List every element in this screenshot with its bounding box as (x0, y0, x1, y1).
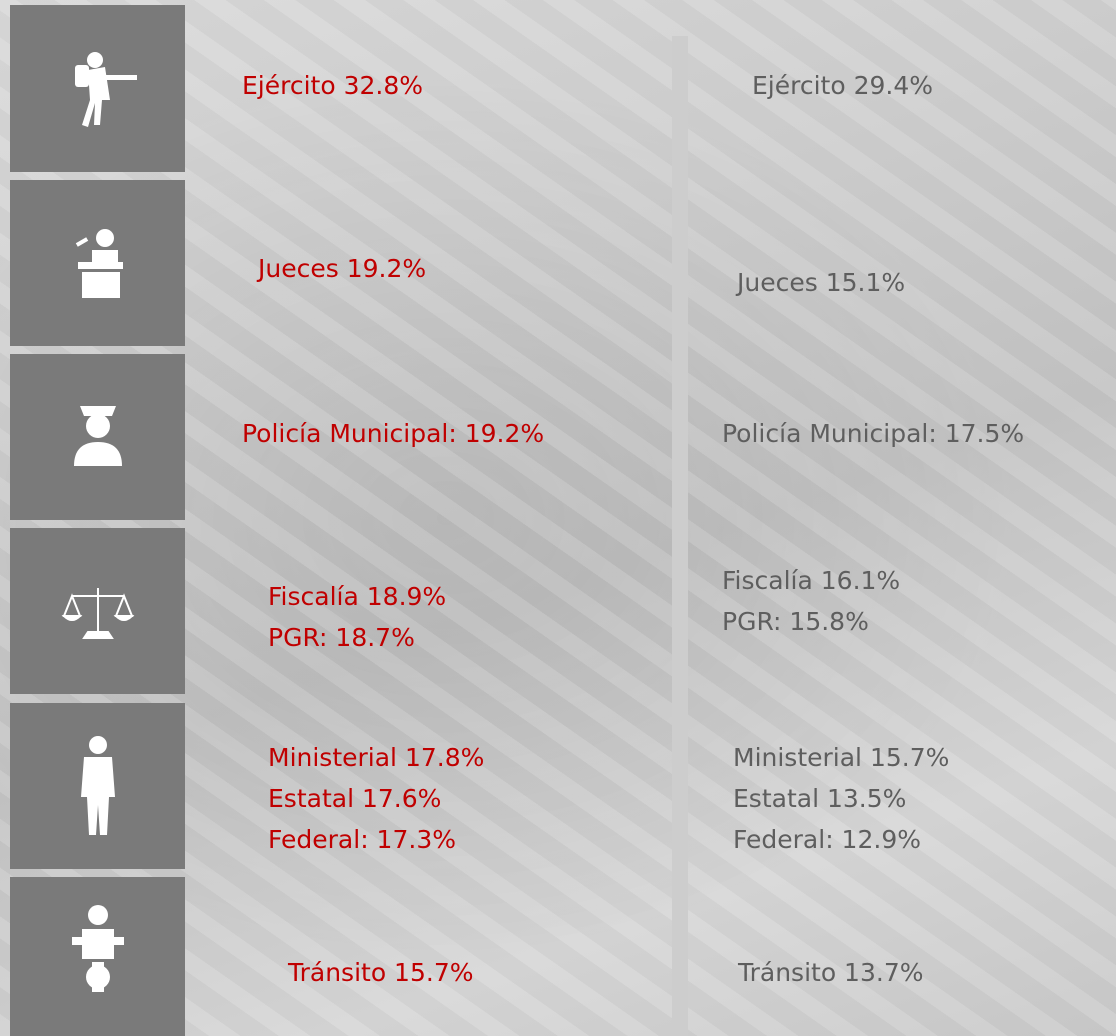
stat-text: Estatal 13.5% (733, 778, 949, 819)
left-block: Policía Municipal: 19.2% (242, 413, 544, 454)
soldier-icon (10, 5, 185, 172)
left-block: Jueces 19.2% (258, 248, 426, 289)
stat-text: Tránsito 15.7% (288, 952, 473, 993)
icon-graphic (10, 354, 185, 520)
stat-text: PGR: 18.7% (268, 617, 446, 658)
stat-text: Fiscalía 18.9% (268, 576, 446, 617)
stat-text: Ministerial 15.7% (733, 737, 949, 778)
stat-text: Federal: 12.9% (733, 819, 949, 860)
icon-graphic (10, 703, 185, 869)
right-block: Policía Municipal: 17.5% (722, 413, 1024, 454)
infographic: {"rows": [ {"left": ["Ejército 32.8%"], … (0, 0, 1116, 1036)
traffic-icon (10, 877, 185, 1036)
right-block: Fiscalía 16.1%PGR: 15.8% (722, 560, 900, 642)
stat-text: PGR: 15.8% (722, 601, 900, 642)
left-block: Ejército 32.8% (242, 65, 423, 106)
page: html, body { margin: 0; padding: 0; } bo… (0, 0, 1116, 1036)
stat-text: Ministerial 17.8% (268, 737, 484, 778)
stat-text: Federal: 17.3% (268, 819, 484, 860)
stat-text: Tránsito 13.7% (738, 952, 923, 993)
right-block: Ministerial 15.7%Estatal 13.5%Federal: 1… (733, 737, 949, 860)
icon-graphic (10, 5, 185, 172)
judge-icon (10, 180, 185, 346)
icon-graphic (10, 528, 185, 694)
right-block: Tránsito 13.7% (738, 952, 923, 993)
left-block: Fiscalía 18.9%PGR: 18.7% (268, 576, 446, 658)
stat-text: Ejército 29.4% (752, 65, 933, 106)
scales-icon (10, 528, 185, 694)
icon-graphic (10, 877, 185, 1036)
icon-graphic (10, 180, 185, 346)
stat-text: Jueces 15.1% (737, 262, 905, 303)
divider (672, 36, 688, 1036)
stat-text: Policía Municipal: 17.5% (722, 413, 1024, 454)
left-block: Tránsito 15.7% (288, 952, 473, 993)
police-icon (10, 354, 185, 520)
right-block: Jueces 15.1% (737, 262, 905, 303)
left-block: Ministerial 17.8%Estatal 17.6%Federal: 1… (268, 737, 484, 860)
stat-text: Policía Municipal: 19.2% (242, 413, 544, 454)
stat-text: Estatal 17.6% (268, 778, 484, 819)
stat-text: Jueces 19.2% (258, 248, 426, 289)
officer-icon (10, 703, 185, 869)
stat-text: Ejército 32.8% (242, 65, 423, 106)
stat-text: Fiscalía 16.1% (722, 560, 900, 601)
right-block: Ejército 29.4% (752, 65, 933, 106)
